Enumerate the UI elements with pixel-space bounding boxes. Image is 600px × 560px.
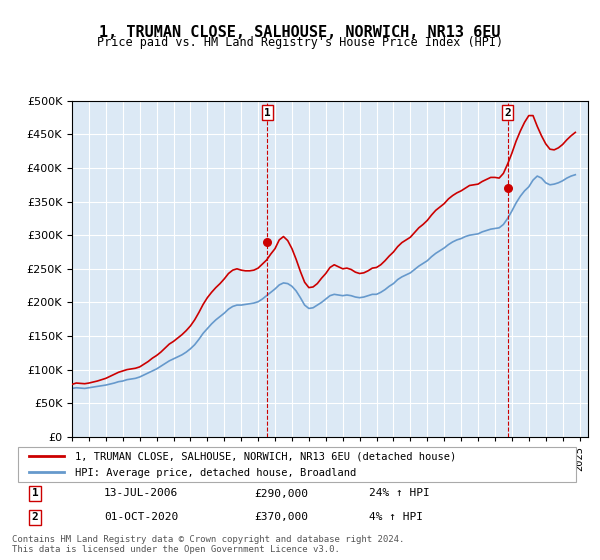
Text: 24% ↑ HPI: 24% ↑ HPI <box>369 488 430 498</box>
Text: 1: 1 <box>264 108 271 118</box>
FancyBboxPatch shape <box>18 447 577 482</box>
Text: £370,000: £370,000 <box>254 512 308 522</box>
Text: 1: 1 <box>32 488 38 498</box>
Point <box>503 184 512 193</box>
Text: 2: 2 <box>504 108 511 118</box>
Text: 4% ↑ HPI: 4% ↑ HPI <box>369 512 423 522</box>
Point <box>262 237 272 246</box>
Text: 2: 2 <box>32 512 38 522</box>
Text: 13-JUL-2006: 13-JUL-2006 <box>104 488 178 498</box>
Text: 1, TRUMAN CLOSE, SALHOUSE, NORWICH, NR13 6EU (detached house): 1, TRUMAN CLOSE, SALHOUSE, NORWICH, NR13… <box>76 452 457 462</box>
Text: Price paid vs. HM Land Registry's House Price Index (HPI): Price paid vs. HM Land Registry's House … <box>97 36 503 49</box>
Text: 1, TRUMAN CLOSE, SALHOUSE, NORWICH, NR13 6EU: 1, TRUMAN CLOSE, SALHOUSE, NORWICH, NR13… <box>99 25 501 40</box>
Text: HPI: Average price, detached house, Broadland: HPI: Average price, detached house, Broa… <box>76 468 356 478</box>
Text: £290,000: £290,000 <box>254 488 308 498</box>
Text: 01-OCT-2020: 01-OCT-2020 <box>104 512 178 522</box>
Text: Contains HM Land Registry data © Crown copyright and database right 2024.
This d: Contains HM Land Registry data © Crown c… <box>12 535 404 554</box>
